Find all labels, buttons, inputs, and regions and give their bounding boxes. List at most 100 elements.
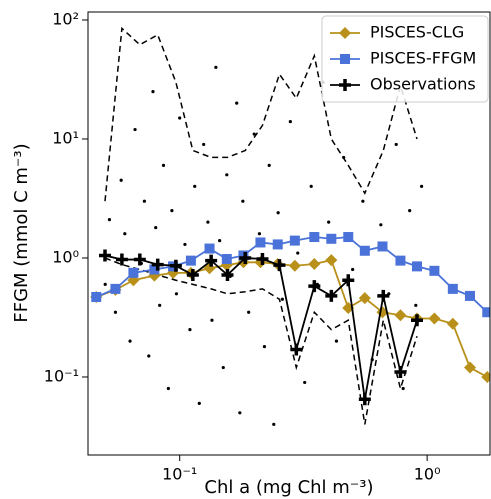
data-point <box>289 235 300 246</box>
data-point <box>429 265 440 276</box>
legend-label: PISCES-FFGM <box>370 49 476 68</box>
data-point <box>149 264 160 275</box>
data-point <box>446 317 459 330</box>
scatter-point <box>225 173 229 177</box>
data-point <box>186 268 199 281</box>
scatter-point <box>252 132 256 136</box>
scatter-point <box>161 163 166 167</box>
data-point <box>309 232 320 243</box>
scatter-point <box>128 339 132 343</box>
data-point <box>428 312 441 325</box>
scatter-point <box>119 178 123 182</box>
data-point <box>359 245 370 256</box>
data-point <box>394 366 407 379</box>
scatter-point <box>394 142 398 147</box>
legend-marker <box>339 79 351 91</box>
scatter-point <box>174 292 179 296</box>
scatter-point <box>408 209 412 213</box>
scatter-point <box>257 232 262 236</box>
data-point <box>463 361 476 374</box>
legend-box <box>321 15 489 103</box>
scatter-point <box>379 223 383 227</box>
scatter-point <box>267 163 271 167</box>
scatter-point <box>197 401 201 405</box>
scatter-point <box>193 184 197 188</box>
y-axis-label: FFGM (mmol C m⁻³) <box>11 143 32 322</box>
legend: PISCES-CLG PISCES-FFGM Observations <box>321 15 489 103</box>
scatter-point <box>288 119 292 124</box>
data-point <box>115 253 128 266</box>
scatter-point <box>351 267 355 272</box>
scatter-point <box>296 251 300 255</box>
scatter-point <box>142 199 146 203</box>
data-point <box>128 267 139 278</box>
data-point <box>169 259 182 272</box>
scatter-point <box>154 226 158 230</box>
data-point <box>256 253 269 266</box>
scatter-point <box>210 318 214 322</box>
scatter-point <box>241 199 245 203</box>
scatter-point <box>361 199 365 203</box>
data-point <box>221 268 234 281</box>
data-point <box>204 243 215 254</box>
scatter-point <box>247 310 251 314</box>
scatter-point <box>303 380 307 385</box>
scatter-point <box>103 282 107 286</box>
x-axis-label: Chl a (mg Chl m⁻³) <box>204 477 373 498</box>
scatter-point <box>107 218 112 222</box>
scatter-point <box>123 232 127 236</box>
data-point <box>239 251 252 264</box>
data-point <box>481 370 490 383</box>
y-tick-label: 10⁻¹ <box>44 366 79 385</box>
data-point <box>326 233 337 244</box>
y-tick-label: 10² <box>52 9 79 28</box>
data-point <box>308 280 321 293</box>
y-tick-label: 10¹ <box>52 128 79 147</box>
data-point <box>394 309 407 322</box>
legend-marker <box>340 54 350 64</box>
data-point <box>238 250 249 261</box>
data-point <box>411 314 423 327</box>
scatter-point <box>280 297 284 301</box>
data-point <box>325 254 338 267</box>
plot-area <box>90 26 490 426</box>
scatter-point <box>401 386 405 391</box>
data-point <box>358 393 371 406</box>
x-tick-label: 10⁻¹ <box>162 465 197 484</box>
data-point <box>91 292 102 303</box>
data-point <box>151 258 164 271</box>
data-point <box>464 290 475 301</box>
data-point <box>412 261 423 272</box>
axes-frame <box>87 11 491 456</box>
legend-label: Observations <box>370 75 476 94</box>
scatter-point <box>170 209 174 213</box>
data-point <box>377 289 390 302</box>
scatter-point <box>206 220 210 224</box>
scatter-point <box>272 422 276 426</box>
scatter-point <box>334 339 339 343</box>
data-point <box>255 237 266 248</box>
data-point <box>205 254 218 267</box>
data-point <box>110 283 121 294</box>
data-point <box>482 307 490 318</box>
data-point <box>342 274 355 287</box>
scatter-point <box>113 310 118 314</box>
data-point <box>185 255 196 266</box>
scatter-point <box>414 303 418 307</box>
scatter-point <box>420 184 424 188</box>
data-point <box>221 254 232 265</box>
scatter-point <box>327 220 331 224</box>
legend-label: PISCES-CLG <box>370 23 464 42</box>
scatter-point <box>221 365 225 370</box>
data-point <box>98 249 111 262</box>
scatter-point <box>151 90 155 94</box>
data-point <box>358 292 371 305</box>
data-point <box>308 258 321 271</box>
scatter-point <box>188 328 192 332</box>
data-point <box>395 255 406 266</box>
scatter-point <box>262 345 267 349</box>
scatter-point <box>309 184 313 188</box>
data-point <box>325 289 338 302</box>
